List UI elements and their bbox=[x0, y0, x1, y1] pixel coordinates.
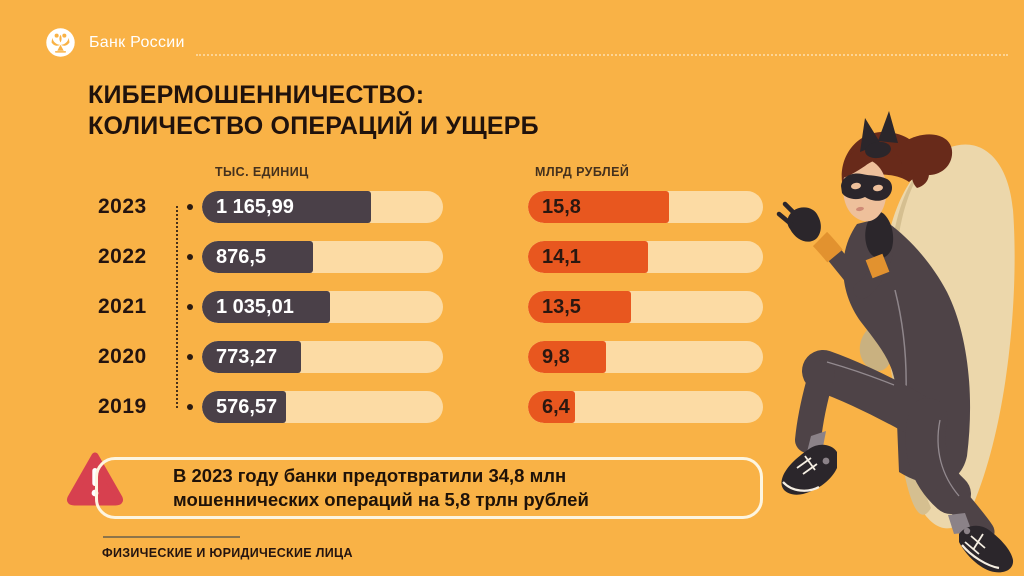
callout-line1: В 2023 году банки предотвратили 34,8 млн bbox=[173, 465, 567, 486]
page-title-line1: КИБЕРМОШЕННИЧЕСТВО: bbox=[88, 81, 425, 109]
operations-bar-track: 1 035,01 bbox=[202, 291, 443, 323]
footer-rule bbox=[103, 536, 240, 538]
operations-bar-track: 1 165,99 bbox=[202, 191, 443, 223]
page-title-line2: КОЛИЧЕСТВО ОПЕРАЦИЙ И УЩЕРБ bbox=[88, 112, 539, 140]
year-label: 2019 bbox=[98, 395, 147, 418]
chart-column-headers: ТЫС. ЕДИНИЦ МЛРД РУБЛЕЙ bbox=[88, 165, 763, 181]
damage-bar-value: 6,4 bbox=[542, 395, 570, 418]
damage-bar-fill: 14,1 bbox=[528, 241, 648, 273]
operations-bar-value: 1 165,99 bbox=[216, 195, 294, 218]
prevention-callout: В 2023 году банки предотвратили 34,8 млн… bbox=[95, 457, 763, 519]
year-label: 2022 bbox=[98, 245, 147, 268]
year-dot bbox=[187, 304, 193, 310]
year-axis-dotted-line bbox=[176, 206, 178, 408]
damage-bar-value: 15,8 bbox=[542, 195, 581, 218]
year-label: 2023 bbox=[98, 195, 147, 218]
footer-label: ФИЗИЧЕСКИЕ И ЮРИДИЧЕСКИЕ ЛИЦА bbox=[102, 546, 353, 560]
year-label: 2021 bbox=[98, 295, 147, 318]
operations-bar-fill: 576,57 bbox=[202, 391, 287, 423]
damage-bar-track: 15,8 bbox=[528, 191, 763, 223]
damage-bar-track: 13,5 bbox=[528, 291, 763, 323]
brand: Банк России bbox=[44, 26, 185, 59]
damage-bar-fill: 9,8 bbox=[528, 341, 606, 373]
chart-row: 2022 876,5 14,1 bbox=[88, 232, 763, 282]
operations-bar-fill: 876,5 bbox=[202, 241, 313, 273]
year-label: 2020 bbox=[98, 345, 147, 368]
chart-row: 2019 576,57 6,4 bbox=[88, 382, 763, 432]
year-dot bbox=[187, 404, 193, 410]
operations-bar-track: 876,5 bbox=[202, 241, 443, 273]
page-title: КИБЕРМОШЕННИЧЕСТВО: КОЛИЧЕСТВО ОПЕРАЦИЙ … bbox=[88, 80, 539, 142]
damage-bar-track: 9,8 bbox=[528, 341, 763, 373]
operations-bar-fill: 773,27 bbox=[202, 341, 301, 373]
damage-bar-fill: 13,5 bbox=[528, 291, 632, 323]
chart-row: 2020 773,27 9,8 bbox=[88, 332, 763, 382]
callout-line2: мошеннических операций на 5,8 трлн рубле… bbox=[173, 489, 589, 510]
bank-of-russia-logo-icon bbox=[46, 28, 75, 57]
masked-thief-illustration-icon bbox=[776, 111, 1015, 573]
chart-row: 2021 1 035,01 13,5 bbox=[88, 282, 763, 332]
operations-bar-value: 576,57 bbox=[216, 395, 278, 418]
damage-bar-track: 6,4 bbox=[528, 391, 763, 423]
chart-row: 2023 1 165,99 15,8 bbox=[88, 182, 763, 232]
year-dot bbox=[187, 254, 193, 260]
year-dot bbox=[187, 204, 193, 210]
operations-bar-value: 1 035,01 bbox=[216, 295, 294, 318]
operations-bar-fill: 1 035,01 bbox=[202, 291, 330, 323]
damage-bar-track: 14,1 bbox=[528, 241, 763, 273]
chart-rows: 2023 1 165,99 15,8 2022 876,5 14,1 2021 1 035,0… bbox=[88, 182, 763, 432]
operations-bar-fill: 1 165,99 bbox=[202, 191, 371, 223]
year-dot bbox=[187, 354, 193, 360]
damage-bar-value: 9,8 bbox=[542, 345, 570, 368]
brand-name: Банк России bbox=[89, 33, 185, 51]
damage-bar-value: 14,1 bbox=[542, 245, 581, 268]
damage-bar-value: 13,5 bbox=[542, 295, 581, 318]
operations-bar-track: 773,27 bbox=[202, 341, 443, 373]
column-header-units: ТЫС. ЕДИНИЦ bbox=[215, 165, 309, 179]
operations-bar-track: 576,57 bbox=[202, 391, 443, 423]
operations-bar-value: 876,5 bbox=[216, 245, 267, 268]
damage-bar-fill: 15,8 bbox=[528, 191, 669, 223]
damage-bar-fill: 6,4 bbox=[528, 391, 575, 423]
header-divider bbox=[196, 54, 1008, 56]
column-header-rubles: МЛРД РУБЛЕЙ bbox=[535, 165, 630, 179]
operations-bar-value: 773,27 bbox=[216, 345, 278, 368]
